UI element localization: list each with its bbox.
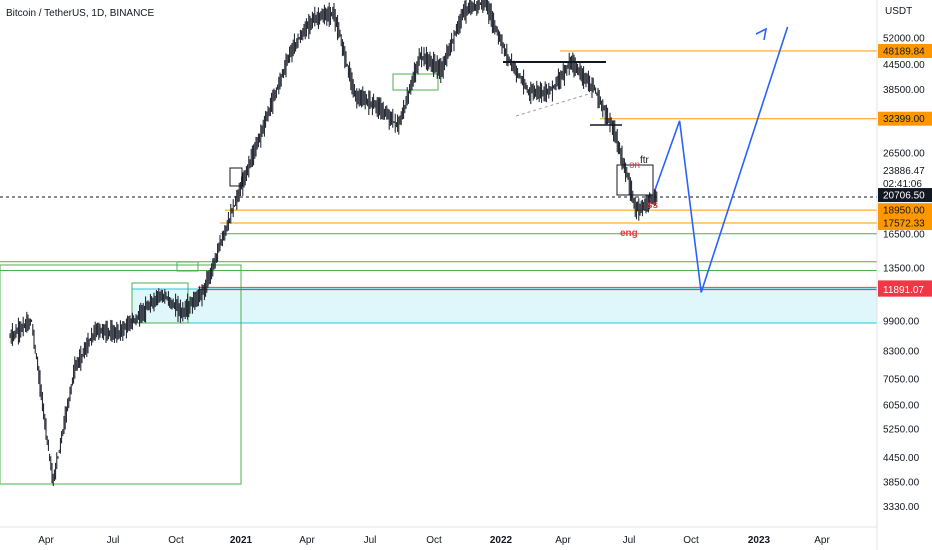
price-tick-label: 3330.00 <box>883 502 920 513</box>
price-badge-label: 48189.84 <box>883 46 925 57</box>
price-badge <box>878 216 932 231</box>
time-tick-label: 2023 <box>748 535 771 546</box>
price-series <box>9 0 658 487</box>
annotation-ss: ss <box>647 200 659 211</box>
time-tick-label: Apr <box>299 535 315 546</box>
time-axis: Apr Jul Oct 2021 Apr Jul Oct 2022 Apr Jul Oct 2023 A… <box>0 526 877 546</box>
price-badge-label: 20706.50 <box>883 191 925 202</box>
price-tick-label: 13500.00 <box>883 264 925 275</box>
annotation-on: on <box>629 160 640 171</box>
time-tick-label: Apr <box>38 535 54 546</box>
price-tick-label: 7050.00 <box>883 374 920 385</box>
price-badge <box>878 188 932 203</box>
price-tick-label: 38500.00 <box>883 85 925 96</box>
projection-path <box>654 26 789 293</box>
projection-arrow-head <box>755 27 768 41</box>
time-tick-label: Oct <box>683 535 699 546</box>
time-tick-label: 2021 <box>230 535 253 546</box>
price-badge-label: 32399.00 <box>883 114 925 125</box>
price-badge-label: 17572.33 <box>883 219 925 230</box>
price-tick-label: 23886.47 <box>883 166 925 177</box>
consolidation-box <box>616 164 654 196</box>
price-badge <box>878 203 932 218</box>
price-badge <box>878 282 932 297</box>
price-tick-label: 9900.00 <box>883 316 920 327</box>
annotation-ftr: ftr <box>640 155 650 166</box>
price-tick-label: 16500.00 <box>883 229 925 240</box>
countdown-label: 02:41:06 <box>883 179 922 190</box>
price-tick-label: 44500.00 <box>883 60 925 71</box>
price-tick-label: 8300.00 <box>883 346 920 357</box>
currency-label: USDT <box>885 6 912 17</box>
price-badge <box>878 43 932 58</box>
price-badge <box>878 111 932 126</box>
time-tick-label: Apr <box>555 535 571 546</box>
time-tick-label: Oct <box>168 535 184 546</box>
price-badge-label: 11891.07 <box>883 285 924 296</box>
time-tick-label: Oct <box>426 535 442 546</box>
time-tick-label: Jul <box>107 535 120 546</box>
time-tick-label: Jul <box>364 535 377 546</box>
demand-zone <box>131 288 878 324</box>
price-axis: USDT 52000.00 44500.00 38500.00 26500.00 238… <box>876 0 932 550</box>
price-badge-label: 18950.00 <box>883 206 925 217</box>
accumulation-box <box>0 264 242 485</box>
price-tick-label: 4450.00 <box>883 453 920 464</box>
time-tick-label: Apr <box>814 535 830 546</box>
price-tick-label: 52000.00 <box>883 34 925 45</box>
price-tick-label: 6050.00 <box>883 400 920 411</box>
price-tick-label: 3850.00 <box>883 478 920 489</box>
price-tick-label: 5250.00 <box>883 425 920 436</box>
trend-dashed-line <box>515 92 593 117</box>
time-tick-label: Jul <box>623 535 636 546</box>
horizontal-levels <box>0 50 877 291</box>
chart-title: Bitcoin / TetherUS, 1D, BINANCE <box>6 8 155 19</box>
annotation-eng: eng <box>620 228 638 239</box>
time-tick-label: 2022 <box>490 535 513 546</box>
price-tick-label: 26500.00 <box>883 148 925 159</box>
